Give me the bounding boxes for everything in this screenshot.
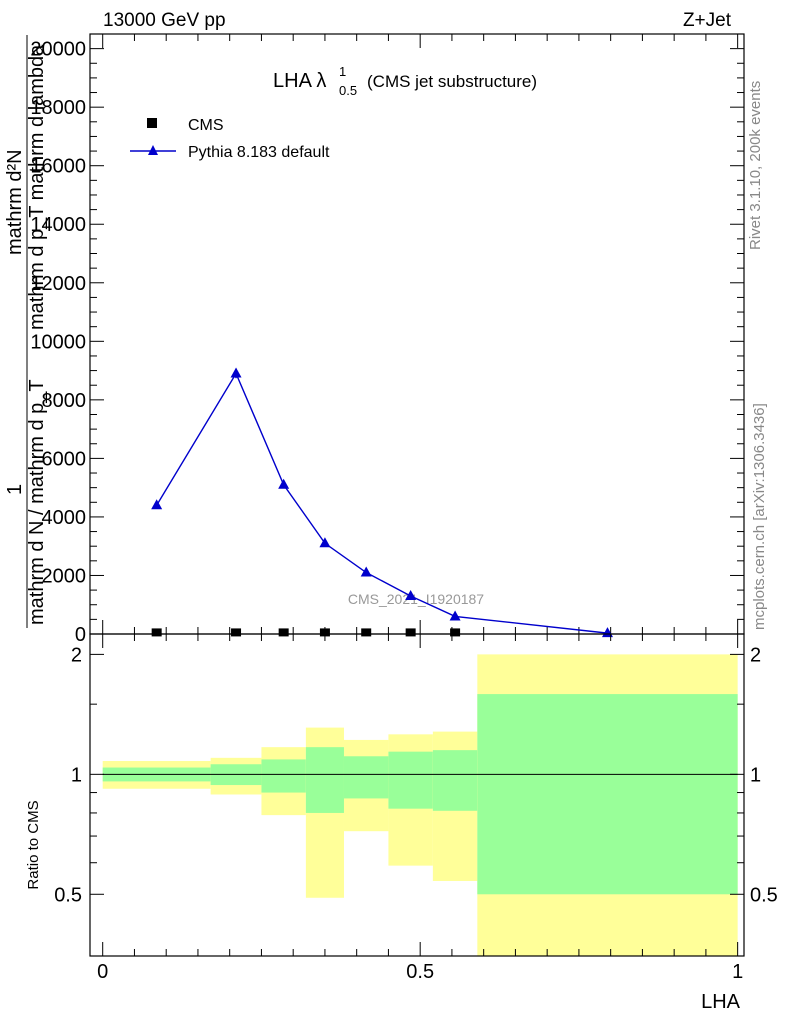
mc-point (230, 367, 242, 378)
main-title: LHA λ 1 0.5 (CMS jet substructure) (273, 64, 537, 98)
ratio-inner-band-2 (261, 759, 306, 793)
mc-series-line (156, 371, 608, 634)
ylabel-line3: mathrm d N / mathrm d p_T (26, 379, 48, 625)
ratio-ylabel: Ratio to CMS (25, 800, 42, 889)
ratio-inner-band-3 (305, 747, 344, 813)
main-ytick-label: 20000 (30, 39, 86, 61)
ylabel-one: 1 (4, 484, 26, 495)
ratio-ytick-label: 2 (71, 644, 82, 666)
mc-point (360, 566, 372, 577)
mc-point (278, 478, 290, 489)
main-ytick-label: 4000 (42, 507, 87, 529)
legend-mc-marker (148, 145, 158, 155)
ylabel-denominator: mathrm d p_T mathrm d lambda (26, 44, 48, 330)
mc-point (449, 610, 461, 621)
cms-data-point (450, 628, 461, 637)
header-right: Z+Jet (683, 10, 732, 31)
mc-point (405, 589, 417, 600)
title-sup: 1 (339, 64, 346, 79)
header-left: 13000 GeV pp (103, 10, 226, 31)
ratio-ytick-label-right: 0.5 (750, 884, 778, 906)
ylabel-numerator: mathrm d²N (4, 149, 26, 255)
ratio-inner-band-7 (477, 694, 738, 895)
main-ylabel: mathrm d²N mathrm d p_T mathrm d lambda … (4, 35, 48, 628)
cms-data-point (361, 628, 372, 637)
cms-data-point (278, 628, 289, 637)
ratio-ytick-label-right: 1 (750, 764, 761, 786)
title-sub: 0.5 (339, 83, 357, 98)
ratio-ytick-label: 0.5 (54, 884, 82, 906)
ratio-xtick-label: 0.5 (406, 961, 434, 983)
rivet-label: Rivet 3.1.10, 200k events (747, 81, 764, 250)
ratio-inner-band-4 (343, 756, 389, 799)
legend: CMS Pythia 8.183 default (130, 117, 330, 161)
main-ytick-label: 12000 (30, 273, 86, 295)
legend-cms-label: CMS (188, 117, 224, 134)
main-ytick-label: 6000 (42, 448, 87, 470)
title-suffix: (CMS jet substructure) (367, 72, 537, 91)
ratio-inner-band-6 (432, 750, 478, 811)
main-ytick-label: 18000 (30, 97, 86, 119)
ratio-frame (89, 633, 745, 957)
mcplots-label: mcplots.cern.ch [arXiv:1306.3436] (751, 403, 768, 630)
main-ytick-label: 8000 (42, 390, 87, 412)
main-ytick-label: 14000 (30, 214, 86, 236)
cms-data-point (231, 628, 242, 637)
main-panel: 0 2000 4000 6000 8000 10000 12000 14000 16000 180… (30, 33, 745, 646)
title-main: LHA λ (273, 70, 326, 92)
ratio-ytick-label-right: 2 (750, 644, 761, 666)
mc-point (319, 537, 331, 548)
ratio-xtick-label: 1 (732, 961, 743, 983)
main-ytick-label: 10000 (30, 331, 86, 353)
legend-mc-label: Pythia 8.183 default (188, 144, 330, 161)
cms-data-point (151, 628, 162, 637)
ratio-panel: 0 0.5 1 0.5 0.5 1 1 2 2 (54, 633, 778, 983)
ratio-xtick-label: 0 (97, 961, 108, 983)
legend-cms-marker (147, 118, 157, 128)
cms-data-point (319, 628, 330, 637)
main-ytick-label: 0 (75, 624, 86, 646)
mc-point (151, 499, 163, 510)
ratio-ytick-label: 1 (71, 764, 82, 786)
main-ytick-label: 2000 (42, 565, 87, 587)
x-axis-label: LHA (701, 991, 741, 1013)
cms-data-point (405, 628, 416, 637)
main-ytick-label: 16000 (30, 156, 86, 178)
ratio-inner-band-5 (388, 751, 433, 809)
